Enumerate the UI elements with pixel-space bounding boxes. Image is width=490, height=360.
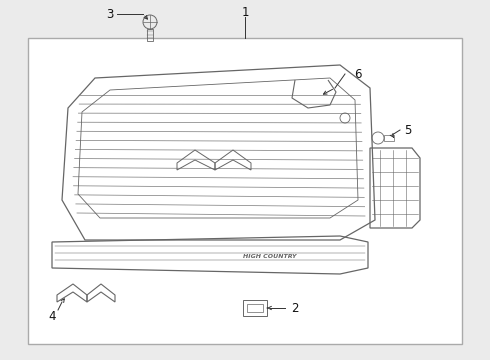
Bar [243,300,267,316]
Bar [28,38,462,344]
Text: 2: 2 [291,302,299,315]
Text: 6: 6 [354,68,362,81]
Text: 3: 3 [106,8,114,21]
Bar [247,304,263,312]
Text: HIGH COUNTRY: HIGH COUNTRY [243,255,297,260]
Bar [384,135,394,141]
Bar [147,29,153,41]
Text: 1: 1 [241,5,249,18]
Text: 5: 5 [404,123,412,136]
Text: 4: 4 [48,310,56,323]
